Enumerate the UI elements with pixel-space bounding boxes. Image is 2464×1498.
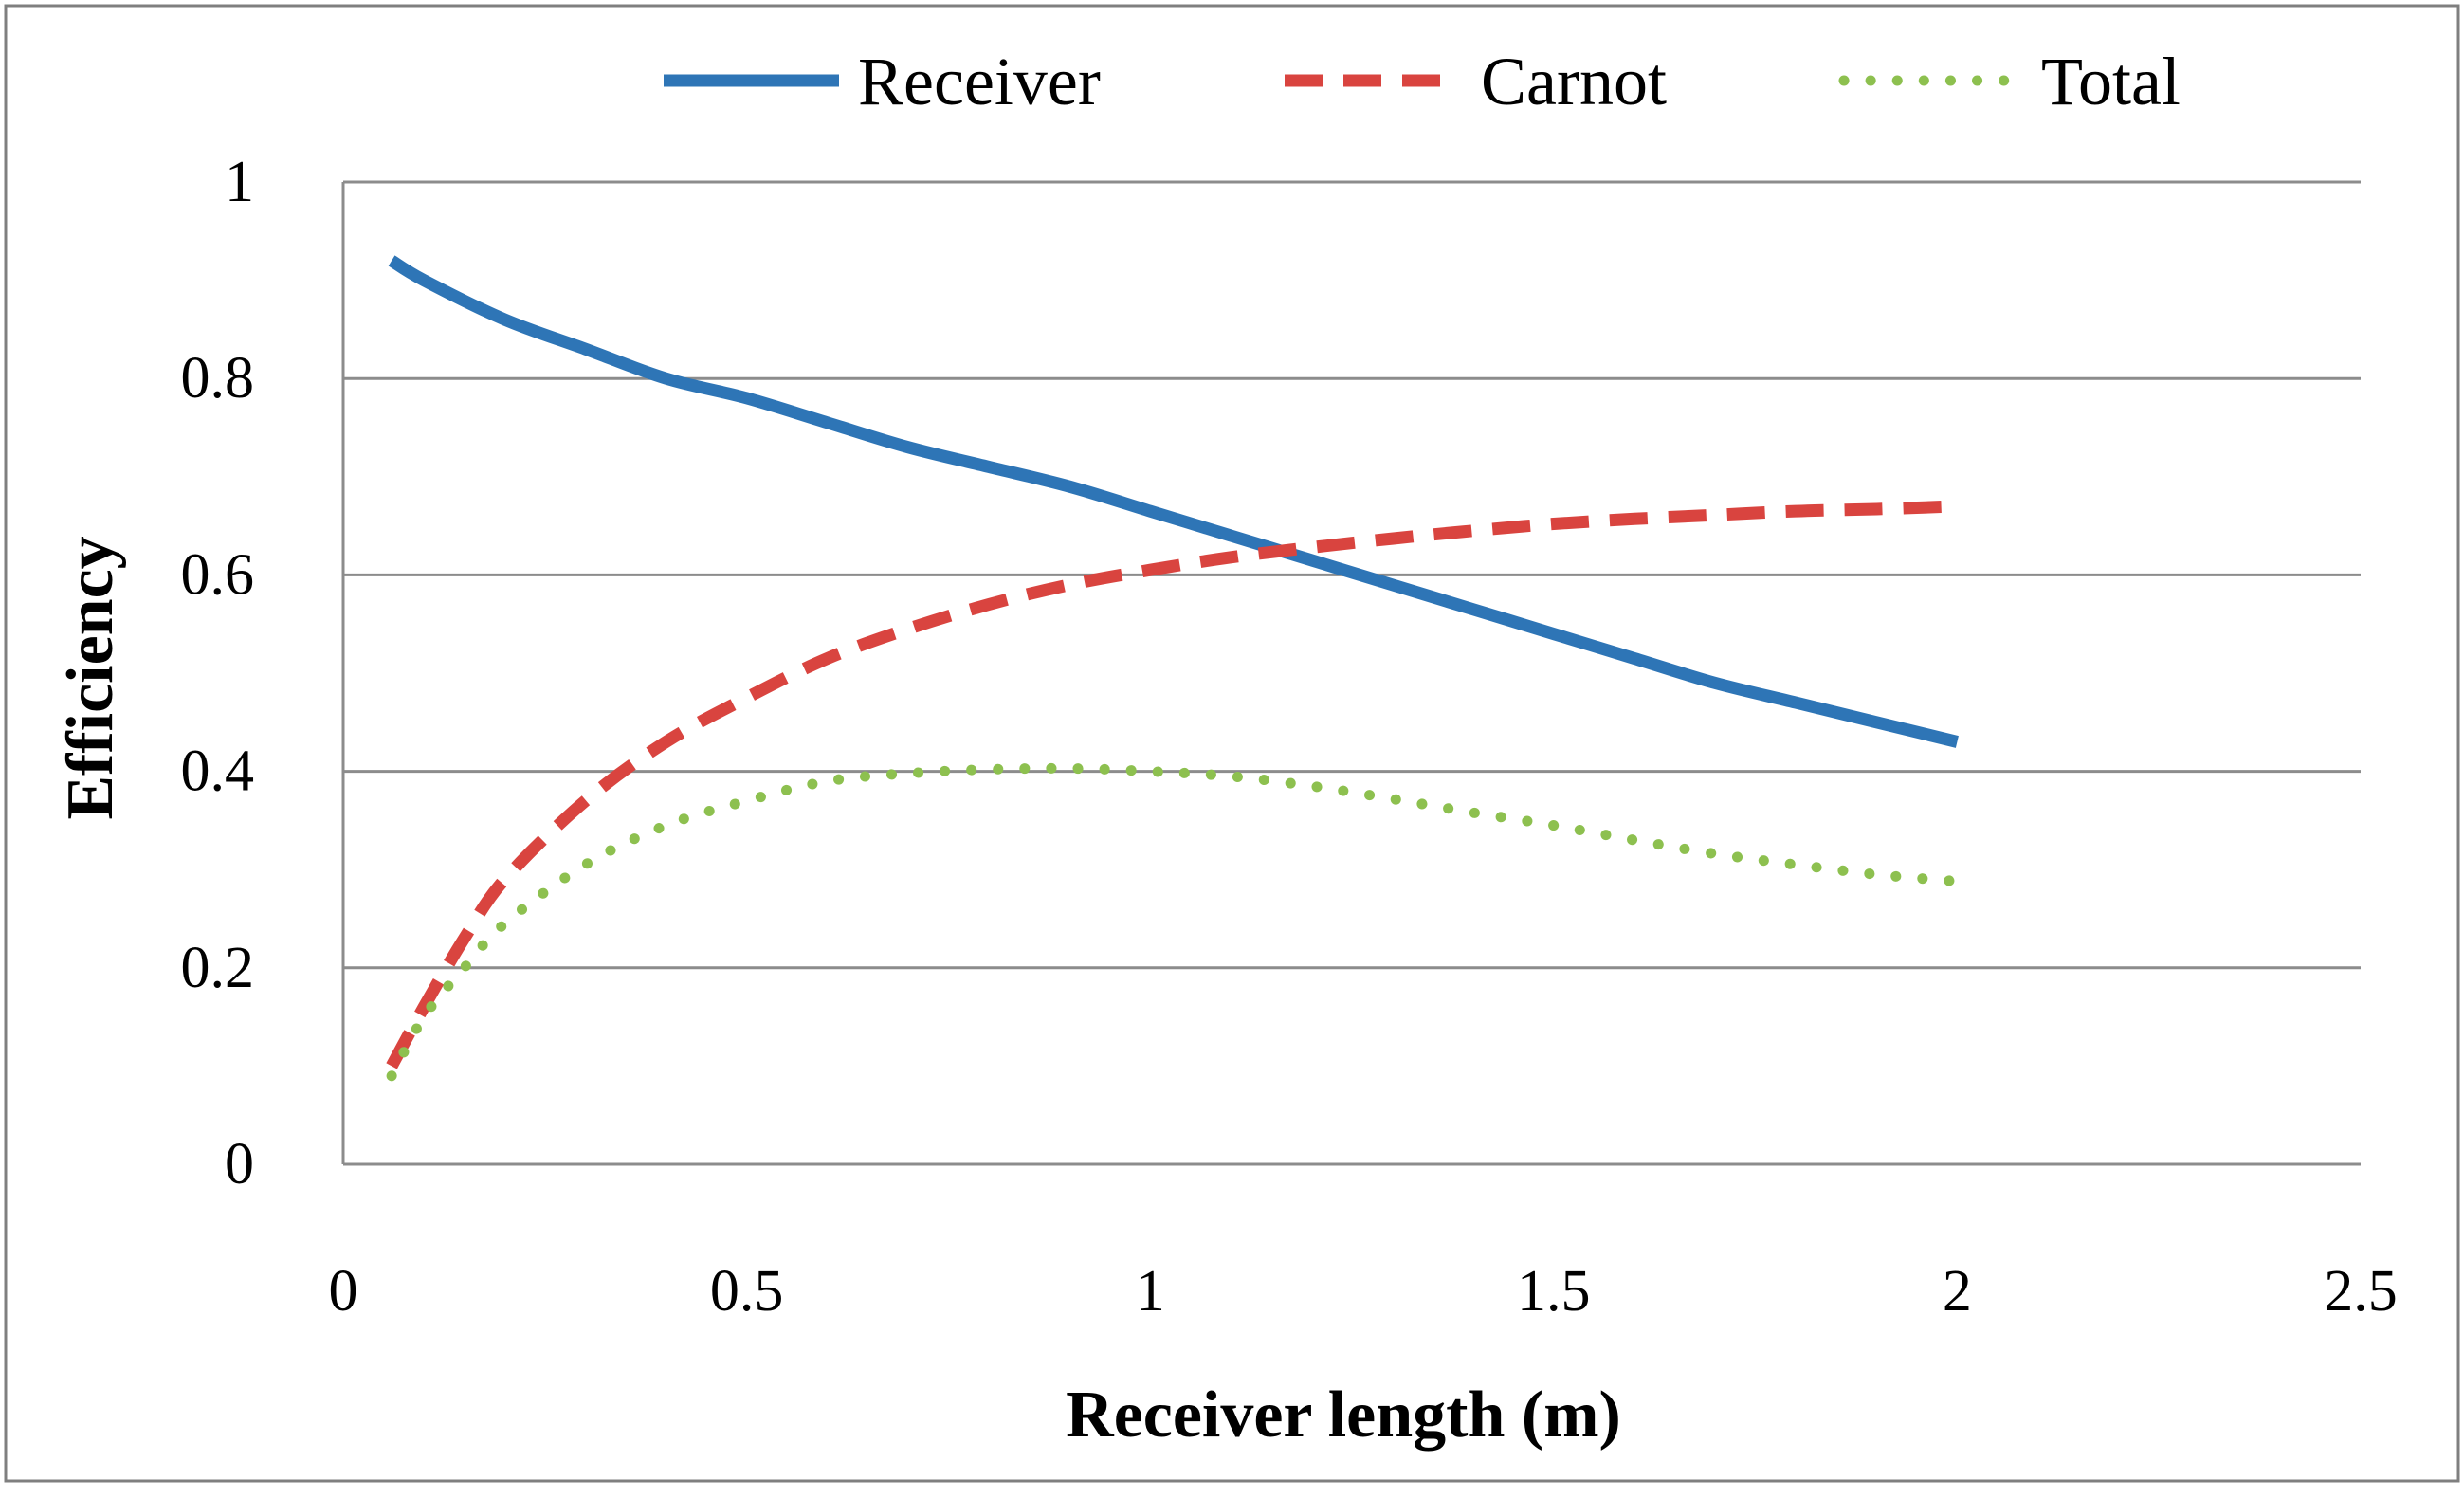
y-axis-title: Efficiency <box>54 536 127 819</box>
legend-label-total: Total <box>2041 44 2181 119</box>
x-axis-title: Receiver length (m) <box>1066 1379 1621 1452</box>
legend-label-receiver: Receiver <box>858 44 1101 119</box>
legend: Receiver Carnot Total <box>664 44 2181 119</box>
y-tick-label-0.8: 0.8 <box>181 346 255 411</box>
y-tick-label-0.4: 0.4 <box>181 740 255 804</box>
series-line-carnot <box>386 500 1958 1069</box>
y-tick-label-0.2: 0.2 <box>181 936 255 1000</box>
x-tick-label-1: 1 <box>1136 1259 1165 1324</box>
x-tick-label-0: 0 <box>329 1259 358 1324</box>
y-tick-label-1: 1 <box>225 150 254 214</box>
x-tick-label-2: 2 <box>1943 1259 1972 1324</box>
x-tick-label-0.5: 0.5 <box>710 1259 784 1324</box>
figure-border <box>4 4 2460 1483</box>
y-tick-label-0.6: 0.6 <box>181 542 255 607</box>
legend-label-carnot: Carnot <box>1481 44 1667 119</box>
series-line-total <box>386 762 1962 1082</box>
y-tick-label-0: 0 <box>225 1132 254 1197</box>
tick-labels: 0 0.2 0.4 0.6 0.8 1 0 0.5 1 1.5 2 2.5 <box>181 150 2398 1324</box>
x-tick-label-2.5: 2.5 <box>2324 1259 2398 1324</box>
series-line-receiver <box>388 255 1959 748</box>
series-lines <box>386 255 1962 1082</box>
axes <box>341 182 2361 1166</box>
x-tick-label-1.5: 1.5 <box>1517 1259 1591 1324</box>
